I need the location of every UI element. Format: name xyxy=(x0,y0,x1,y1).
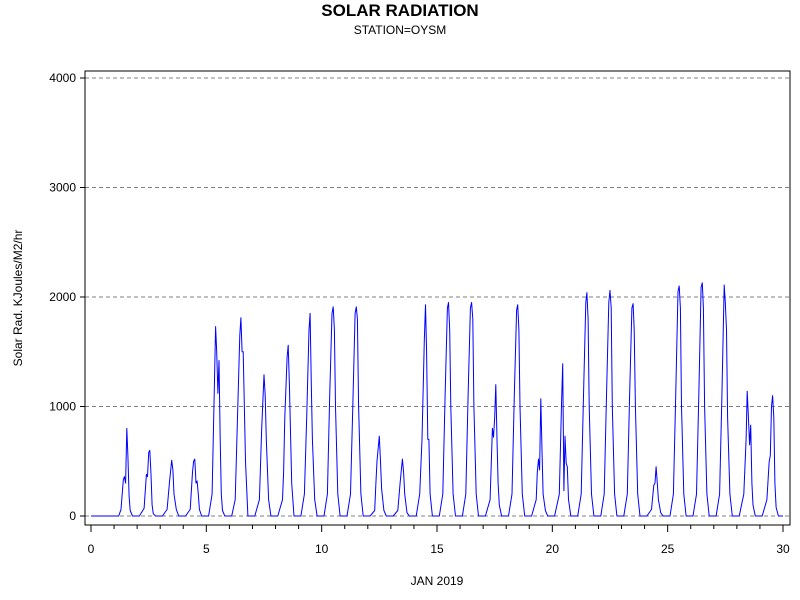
x-tick-label: 10 xyxy=(315,542,329,556)
x-tick-label: 5 xyxy=(203,542,210,556)
x-tick-label: 15 xyxy=(430,542,444,556)
y-tick-label: 3000 xyxy=(49,181,76,195)
x-tick-label: 30 xyxy=(776,542,790,556)
chart-subtitle: STATION=OYSM xyxy=(353,23,447,37)
y-tick-label: 2000 xyxy=(49,290,76,304)
y-tick-label: 0 xyxy=(69,509,76,523)
x-axis-title: JAN 2019 xyxy=(411,574,464,588)
y-tick-label: 1000 xyxy=(49,400,76,414)
series-line-0 xyxy=(91,282,783,517)
x-tick-label: 25 xyxy=(661,542,675,556)
plot-area-frame xyxy=(84,70,791,526)
y-tick-label: 4000 xyxy=(49,71,76,85)
x-axis: 0 5 10 15 20 25 30 xyxy=(88,525,790,556)
series-layer xyxy=(91,282,783,517)
y-axis: 0 1000 2000 3000 4000 xyxy=(49,71,85,523)
grid-lines xyxy=(85,77,790,517)
chart-title: SOLAR RADIATION xyxy=(321,1,479,20)
x-tick-label: 20 xyxy=(546,542,560,556)
x-tick-label: 0 xyxy=(88,542,95,556)
y-axis-title: Solar Rad. KJoules/M2/hr xyxy=(11,230,25,367)
